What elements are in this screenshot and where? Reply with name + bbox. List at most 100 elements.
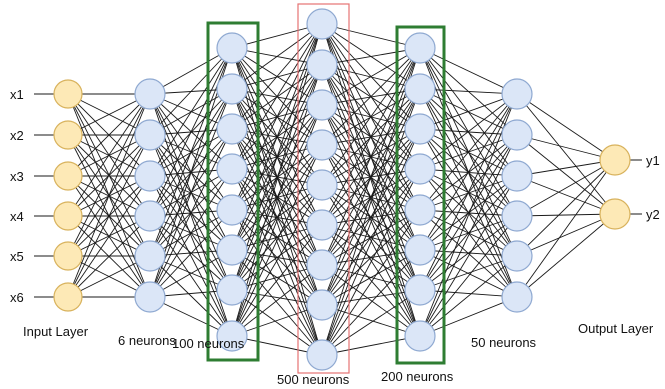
hidden3-neuron (306, 8, 338, 40)
connection-line (149, 128, 233, 298)
connection-line (321, 224, 421, 337)
connection-line (321, 128, 421, 356)
input-label: x6 (10, 290, 24, 305)
connection-line (419, 175, 518, 291)
connection-line (321, 209, 421, 306)
connection-line (149, 175, 233, 337)
connection-line (516, 213, 616, 257)
hidden5-neuron (501, 119, 533, 151)
hidden2-neuron (216, 113, 248, 145)
layer-label-hidden3: 500 neurons (277, 372, 350, 387)
connection-line (419, 93, 518, 211)
connection-line (231, 88, 323, 356)
connection-line (516, 134, 616, 161)
connection-line (231, 23, 323, 337)
connection-line (419, 296, 518, 337)
connection-line (419, 134, 518, 337)
connection-line (321, 184, 421, 337)
input-neuron (53, 241, 83, 271)
input-label: x3 (10, 169, 24, 184)
hidden1-neuron (134, 160, 166, 192)
connection-line (321, 144, 421, 337)
hidden4-neuron (404, 274, 436, 306)
connection-line (516, 213, 616, 298)
connection-line (419, 134, 518, 291)
input-neuron (53, 282, 83, 312)
connection-line (516, 159, 616, 217)
hidden3-neuron (306, 289, 338, 321)
layer-label-hidden2: 100 neurons (172, 336, 245, 351)
layer-label-input: Input Layer (23, 324, 89, 339)
hidden2-neuron (216, 274, 248, 306)
connection-line (321, 47, 421, 186)
connection-line (231, 144, 323, 337)
hidden2-neuron (216, 73, 248, 105)
hidden2-neuron (216, 234, 248, 266)
input-label: x2 (10, 128, 24, 143)
layer-label-hidden5: 50 neurons (471, 335, 537, 350)
output-label: y1 (646, 153, 660, 168)
connection-line (321, 168, 421, 306)
connection-line (419, 215, 518, 291)
connection-line (231, 104, 323, 291)
connection-line (231, 184, 323, 337)
connection-line (516, 213, 616, 217)
connection-line (321, 47, 421, 146)
connection-line (321, 168, 421, 356)
connection-line (231, 224, 323, 291)
hidden3-neuron (306, 129, 338, 161)
hidden5-neuron (501, 78, 533, 110)
connection-line (231, 209, 323, 356)
connection-line (419, 175, 518, 337)
neuron-nodes (53, 8, 631, 371)
connection-line (419, 289, 518, 298)
connection-line (149, 47, 233, 95)
connection-line (231, 168, 323, 356)
connection-line (321, 88, 421, 306)
input-neuron (53, 161, 83, 191)
hidden1-neuron (134, 78, 166, 110)
connection-line (149, 249, 233, 298)
input-label: x1 (10, 87, 24, 102)
layer-label-hidden1: 6 neurons (118, 333, 176, 348)
connection-line (149, 215, 233, 337)
hidden4-neuron (404, 113, 436, 145)
connection-line (419, 47, 518, 95)
output-neuron (599, 144, 631, 176)
connection-line (321, 47, 421, 356)
connection-line (67, 215, 151, 298)
connection-line (149, 47, 233, 217)
hidden3-neuron (306, 49, 338, 81)
connection-line (231, 289, 323, 356)
hidden3-neuron (306, 209, 338, 241)
input-label: x4 (10, 209, 24, 224)
hidden4-neuron (404, 234, 436, 266)
layer-label-output: Output Layer (578, 321, 654, 336)
connection-line (321, 249, 421, 356)
connection-line (419, 93, 518, 170)
connection-line (321, 249, 421, 306)
hidden5-neuron (501, 200, 533, 232)
hidden1-neuron (134, 281, 166, 313)
connection-line (67, 93, 151, 217)
connection-line (67, 93, 151, 257)
connection-line (149, 168, 233, 298)
connection-line (149, 209, 233, 298)
highlight-box-green (395, 25, 446, 365)
connection-line (321, 335, 421, 356)
connection-line (321, 264, 421, 337)
hidden5-neuron (501, 160, 533, 192)
connection-line (231, 144, 323, 291)
connection-line (67, 93, 151, 177)
connection-line (419, 93, 518, 251)
input-neuron (53, 201, 83, 231)
connection-line (516, 175, 616, 215)
hidden1-neuron (134, 240, 166, 272)
connection-line (321, 209, 421, 356)
connection-line (231, 184, 323, 291)
hidden4-neuron (404, 153, 436, 185)
connection-line (516, 159, 616, 177)
connection-line (321, 47, 421, 306)
hidden5-neuron (501, 281, 533, 313)
